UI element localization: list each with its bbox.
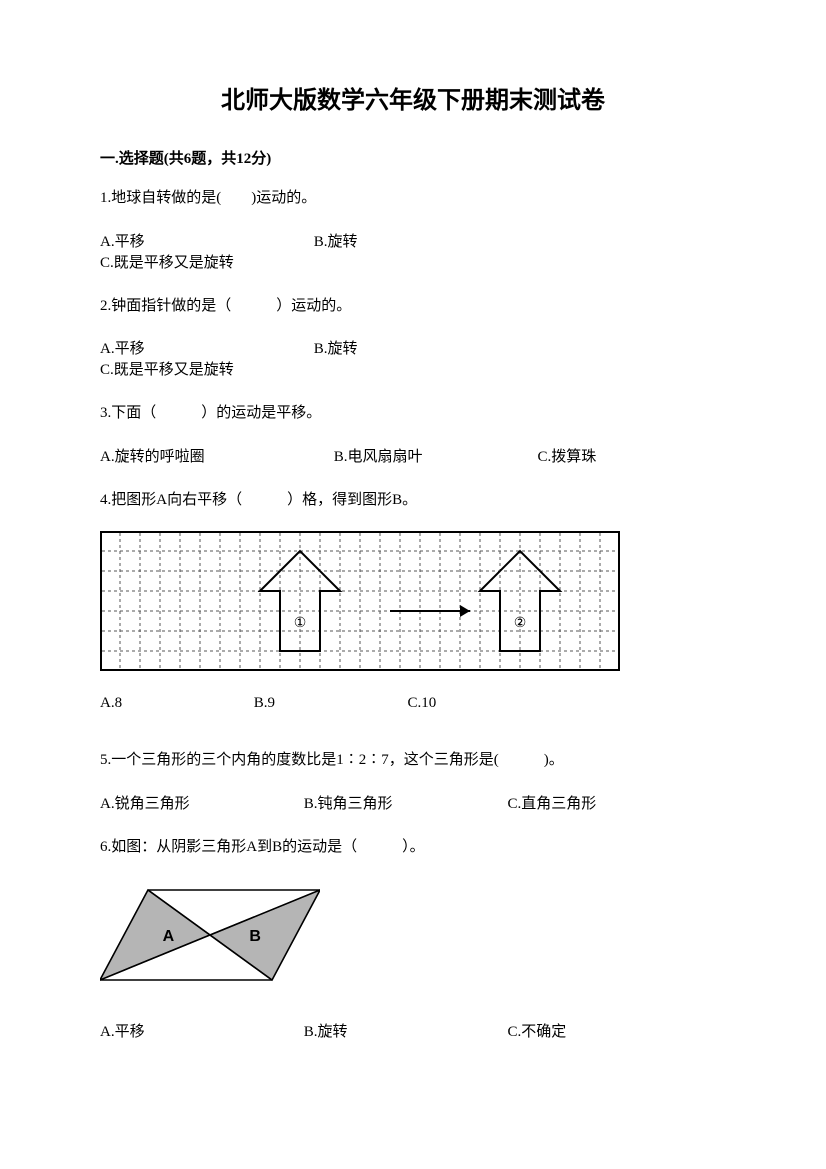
svg-text:①: ① [294,616,307,631]
q5-option-a: A.锐角三角形 [100,792,300,813]
q5-option-b: B.钝角三角形 [304,792,504,813]
question-6-options: A.平移 B.旋转 C.不确定 [100,1020,726,1041]
question-4-text: 4.把图形A向右平移（ ）格，得到图形B。 [100,488,726,514]
parallelogram-rotation-diagram: AB [100,880,320,990]
q1-option-a: A.平移 [100,230,310,251]
grid-translation-diagram: ①② [100,531,620,671]
exam-page: 北师大版数学六年级下册期末测试卷 一.选择题(共6题，共12分) 1.地球自转做… [0,0,826,1169]
question-3-options: A.旋转的呼啦圈 B.电风扇扇叶 C.拨算珠 [100,445,726,466]
q4-option-b: B.9 [254,695,404,712]
question-6-text: 6.如图：从阴影三角形A到B的运动是（ ）。 [100,835,726,861]
q4-option-a: A.8 [100,695,250,712]
q6-option-b: B.旋转 [304,1020,504,1041]
svg-text:②: ② [514,616,527,631]
q1-option-b: B.旋转 [314,230,524,251]
q2-option-a: A.平移 [100,337,310,358]
q2-option-c: C.既是平移又是旋转 [100,358,310,379]
q3-option-a: A.旋转的呼啦圈 [100,445,330,466]
q6-option-a: A.平移 [100,1020,300,1041]
q5-option-c: C.直角三角形 [508,792,708,813]
svg-text:B: B [249,928,261,945]
q3-option-b: B.电风扇扇叶 [334,445,534,466]
question-6-figure: AB [100,880,726,990]
q6-option-c: C.不确定 [508,1020,708,1041]
q3-option-c: C.拨算珠 [538,445,597,466]
question-2-text: 2.钟面指针做的是（ ）运动的。 [100,294,726,320]
q1-option-c: C.既是平移又是旋转 [100,251,310,272]
question-4-figure: ①② [100,531,726,671]
q4-option-c: C.10 [408,695,558,712]
question-2-options: A.平移 B.旋转 C.既是平移又是旋转 [100,337,726,379]
section-1-header: 一.选择题(共6题，共12分) [100,147,726,168]
page-title: 北师大版数学六年级下册期末测试卷 [100,80,726,115]
svg-text:A: A [163,928,175,945]
q2-option-b: B.旋转 [314,337,524,358]
question-5-text: 5.一个三角形的三个内角的度数比是1∶2∶7，这个三角形是( )。 [100,748,726,774]
question-5-options: A.锐角三角形 B.钝角三角形 C.直角三角形 [100,792,726,813]
question-3-text: 3.下面（ ）的运动是平移。 [100,401,726,427]
question-1-text: 1.地球自转做的是( )运动的。 [100,186,726,212]
question-1-options: A.平移 B.旋转 C.既是平移又是旋转 [100,230,726,272]
question-4-options: A.8 B.9 C.10 [100,695,726,712]
